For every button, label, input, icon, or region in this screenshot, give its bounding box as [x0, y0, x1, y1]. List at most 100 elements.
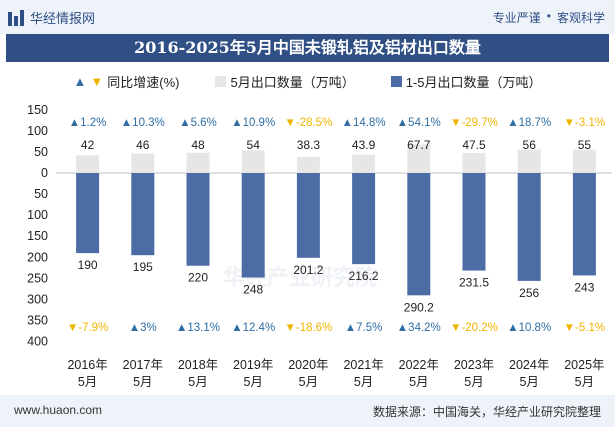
data-label-monthly: 54 — [247, 138, 261, 152]
bar-cumulative — [241, 173, 265, 278]
data-label-cumulative: 195 — [133, 260, 153, 274]
data-label-cumulative: 216.2 — [349, 269, 379, 283]
data-label-monthly: 38.3 — [297, 138, 321, 152]
data-label-monthly: 56 — [523, 138, 537, 152]
growth-label-cumulative: ▼-7.9% — [67, 322, 108, 334]
y-tick-label: 200 — [27, 250, 48, 264]
legend-monthly: 5月出口数量（万吨） — [215, 72, 355, 91]
legend-monthly-label: 5月出口数量（万吨） — [230, 75, 355, 90]
header-slogan: 专业严谨 • 客观科学 — [493, 9, 605, 26]
bar-monthly — [296, 156, 320, 173]
x-tick-label-month: 5月 — [188, 375, 207, 389]
x-tick-label: 2017年 — [123, 358, 163, 372]
bar-cumulative — [76, 173, 100, 254]
bar-cumulative — [186, 173, 210, 266]
footer-bar: www.huaon.com 数据来源：中国海关，华经产业研究院整理 — [0, 395, 615, 427]
growth-label-cumulative: ▼-18.6% — [284, 322, 332, 334]
y-tick-label: 50 — [34, 145, 48, 159]
y-tick-label: 150 — [27, 103, 48, 117]
data-label-monthly: 48 — [191, 138, 205, 152]
growth-label-cumulative: ▲12.4% — [231, 322, 275, 334]
x-tick-label-month: 5月 — [354, 375, 373, 389]
y-tick-label: 250 — [27, 271, 48, 285]
data-label-cumulative: 243 — [574, 280, 594, 294]
growth-label-cumulative: ▲3% — [129, 322, 157, 334]
bar-monthly — [407, 144, 431, 173]
growth-label-cumulative: ▲10.8% — [507, 322, 551, 334]
growth-label-cumulative: ▲13.1% — [176, 322, 220, 334]
x-tick-label-month: 5月 — [575, 375, 594, 389]
bar-monthly — [186, 152, 210, 173]
x-tick-label-month: 5月 — [78, 375, 97, 389]
data-label-monthly: 67.7 — [407, 138, 431, 152]
legend-growth-label: 同比增速(%) — [107, 75, 180, 90]
footer-source: 数据来源：中国海关，华经产业研究院整理 — [372, 405, 601, 419]
bar-cumulative — [352, 173, 376, 265]
growth-label-monthly: ▲10.3% — [121, 117, 165, 129]
x-tick-label: 2016年 — [67, 358, 107, 372]
x-tick-label: 2021年 — [343, 358, 383, 372]
y-tick-label: 300 — [27, 292, 48, 306]
y-tick-label: 0 — [41, 166, 48, 180]
bar-monthly — [572, 149, 596, 173]
legend: ▲ ▼ 同比增速(%) 5月出口数量（万吨） 1-5月出口数量（万吨） — [0, 72, 615, 91]
bar-monthly — [241, 150, 265, 173]
x-tick-label: 2023年 — [454, 358, 494, 372]
x-tick-label-month: 5月 — [519, 375, 538, 389]
legend-monthly-swatch — [215, 76, 227, 87]
slogan-left: 专业严谨 — [492, 11, 541, 25]
y-tick-label: 100 — [27, 208, 48, 222]
growth-label-cumulative: ▲34.2% — [397, 322, 441, 334]
data-label-monthly: 47.5 — [462, 138, 486, 152]
data-label-cumulative: 256 — [519, 286, 539, 300]
x-tick-label-month: 5月 — [409, 375, 428, 389]
legend-cumulative-label: 1-5月出口数量（万吨） — [405, 75, 542, 90]
x-tick-label: 2025年 — [564, 358, 604, 372]
data-label-cumulative: 248 — [243, 283, 263, 297]
x-tick-label-month: 5月 — [464, 375, 483, 389]
bar-cumulative — [131, 173, 155, 256]
x-tick-label: 2022年 — [399, 358, 439, 372]
data-label-monthly: 46 — [136, 138, 150, 152]
growth-label-cumulative: ▲7.5% — [345, 322, 383, 334]
data-label-cumulative: 290.2 — [404, 300, 434, 314]
brand-name: 华经情报网 — [30, 11, 96, 26]
x-tick-label-month: 5月 — [243, 375, 262, 389]
dot-icon: • — [546, 9, 551, 23]
y-tick-label: 350 — [27, 314, 48, 328]
legend-growth: ▲ ▼ 同比增速(%) — [74, 72, 180, 91]
legend-down-icon: ▼ — [90, 74, 104, 89]
x-tick-label: 2018年 — [178, 358, 218, 372]
growth-label-monthly: ▲18.7% — [507, 117, 551, 129]
chart-plot: 华经产业研究院150100500501001502002503003504004… — [27, 103, 612, 389]
bar-monthly — [462, 152, 486, 173]
data-label-monthly: 43.9 — [352, 138, 376, 152]
y-tick-label: 50 — [34, 187, 48, 201]
data-label-cumulative: 190 — [78, 258, 98, 272]
growth-label-monthly: ▲5.6% — [179, 117, 217, 129]
growth-label-monthly: ▼-29.7% — [450, 117, 498, 129]
x-tick-label-month: 5月 — [133, 375, 152, 389]
bar-cumulative — [407, 173, 431, 296]
bar-monthly — [131, 153, 155, 173]
growth-label-monthly: ▲14.8% — [342, 117, 386, 129]
y-tick-label: 400 — [27, 335, 48, 349]
bar-cumulative — [572, 173, 596, 276]
y-tick-label: 100 — [27, 124, 48, 138]
bar-monthly — [352, 154, 376, 173]
growth-label-monthly: ▲1.2% — [69, 117, 107, 129]
bar-cumulative — [462, 173, 486, 271]
chart-title: 2016-2025年5月中国未锻轧铝及铝材出口数量 — [6, 34, 609, 62]
logo-icon — [8, 9, 26, 26]
legend-cumulative: 1-5月出口数量（万吨） — [390, 72, 542, 91]
data-label-monthly: 42 — [81, 138, 95, 152]
bar-monthly — [517, 149, 541, 173]
x-tick-label-month: 5月 — [299, 375, 318, 389]
bar-cumulative — [296, 173, 320, 258]
x-tick-label: 2019年 — [233, 358, 273, 372]
legend-up-icon: ▲ — [73, 74, 87, 89]
growth-label-monthly: ▼-3.1% — [564, 117, 605, 129]
data-label-cumulative: 201.2 — [293, 263, 323, 277]
data-label-cumulative: 231.5 — [459, 276, 489, 290]
bar-monthly — [76, 155, 100, 173]
